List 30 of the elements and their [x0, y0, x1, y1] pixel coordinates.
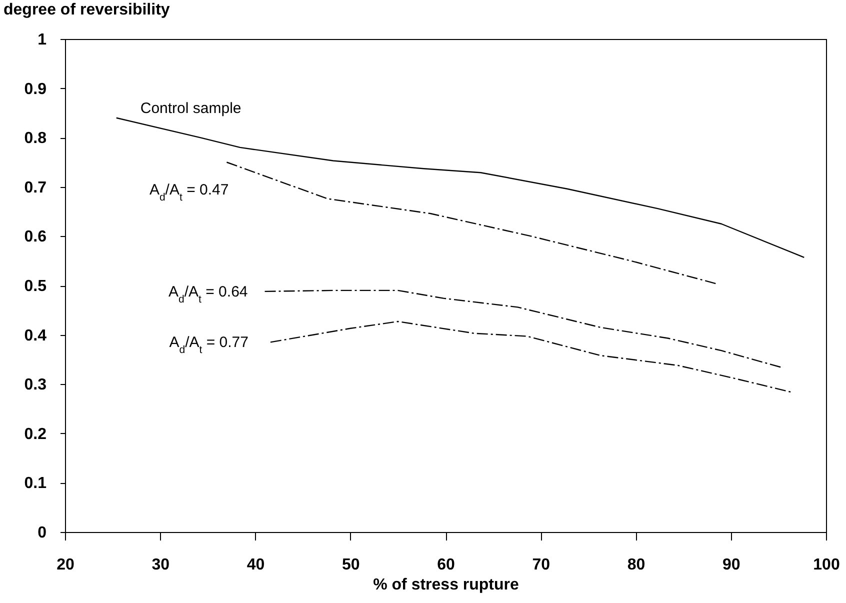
line-series: [264, 290, 782, 368]
series-label: Control sample: [140, 100, 242, 117]
y-tick-label: 0.9: [24, 80, 47, 98]
y-tick-label: 0.1: [24, 475, 47, 492]
x-axis-title: % of stress rupture: [373, 576, 520, 594]
line-series: [226, 162, 716, 284]
y-tick-label: 0.7: [24, 179, 47, 196]
y-tick-label: 0.2: [24, 426, 47, 443]
line-series: [270, 320, 794, 394]
series-label: A$_{d}$/A$_{t}$ = 0.47: [149, 181, 229, 204]
y-tick-label: 0.6: [24, 228, 47, 246]
series-label: A$_{d}$/A$_{t}$ = 0.77: [169, 334, 248, 356]
x-tick-label: 30: [152, 556, 170, 574]
x-tick-label: 60: [437, 556, 455, 574]
y-axis-title: degree of reversibility: [4, 2, 170, 18]
y-tick-label: 0.3: [24, 376, 47, 394]
y-tick-label: 1: [38, 32, 47, 48]
x-tick-label: 90: [722, 556, 740, 574]
x-tick-label: 100: [813, 556, 840, 574]
y-tick-label: 0.4: [24, 327, 47, 344]
x-tick-label: 80: [627, 556, 646, 574]
x-tick-label: 20: [56, 556, 74, 574]
series-label: A$_{d}$/A$_{t}$ = 0.64: [168, 283, 248, 306]
line-series: [116, 117, 805, 258]
y-tick-label: 0: [38, 524, 47, 542]
y-tick-label: 0.8: [24, 130, 47, 148]
x-tick-label: 40: [246, 556, 265, 574]
x-tick-label: 50: [342, 556, 360, 574]
x-tick-label: 70: [532, 556, 550, 574]
y-tick-label: 0.5: [24, 278, 47, 295]
